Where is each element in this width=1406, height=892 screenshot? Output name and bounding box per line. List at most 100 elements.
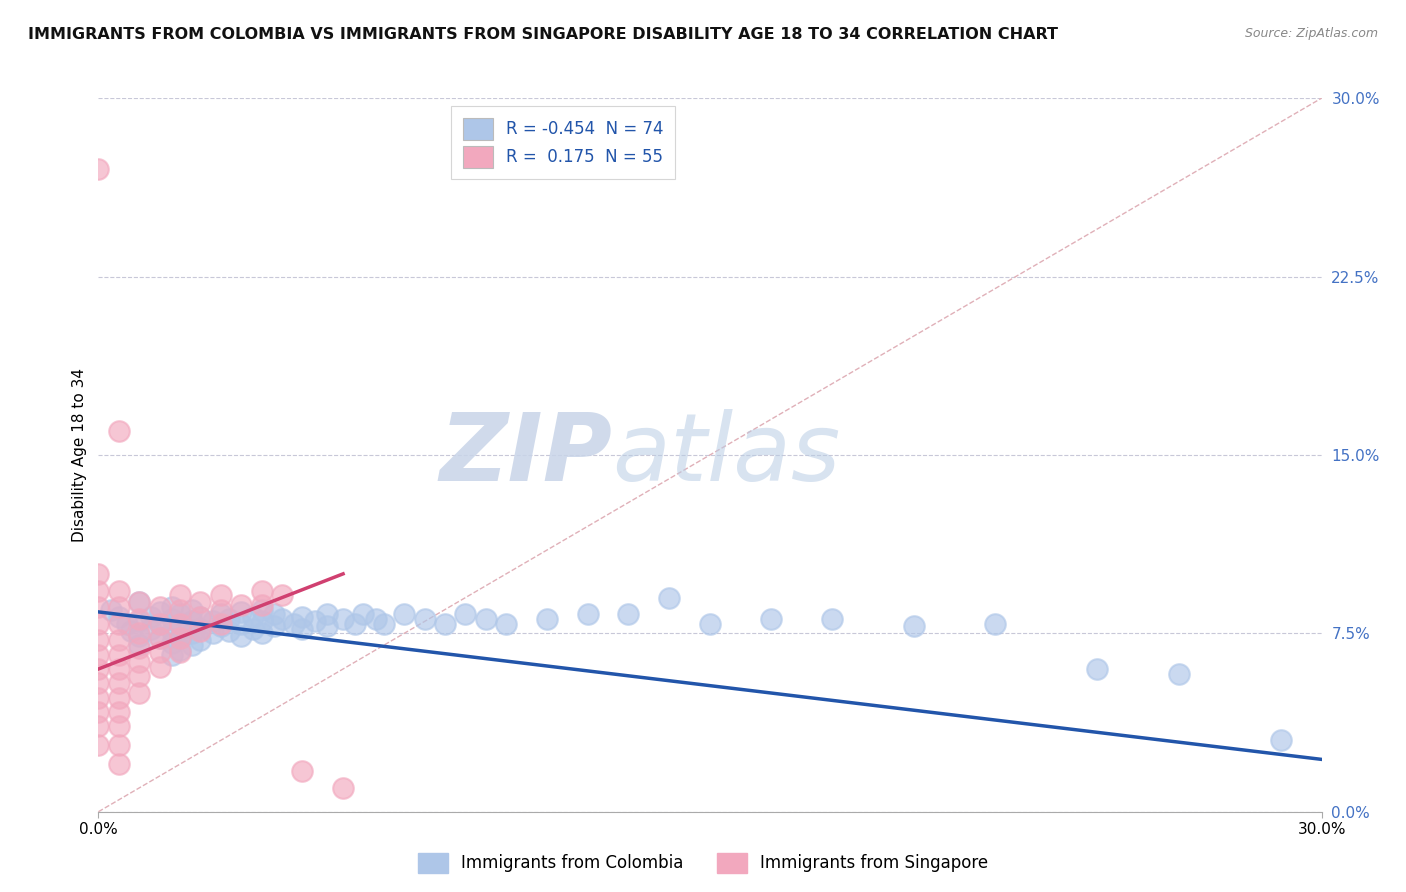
Point — [100, 602, 122, 616]
Point — [108, 583, 131, 598]
Text: IMMIGRANTS FROM COLOMBIA VS IMMIGRANTS FROM SINGAPORE DISABILITY AGE 18 TO 34 CO: IMMIGRANTS FROM COLOMBIA VS IMMIGRANTS F… — [28, 27, 1059, 42]
Point — [87, 162, 110, 177]
Point — [87, 705, 110, 719]
Point — [231, 629, 253, 643]
Point — [128, 615, 150, 629]
Point — [231, 616, 253, 631]
Point — [181, 615, 204, 629]
Point — [617, 607, 640, 622]
Point — [181, 602, 204, 616]
Point — [128, 669, 150, 683]
Point — [188, 609, 212, 624]
Point — [250, 602, 273, 616]
Point — [699, 616, 721, 631]
Point — [108, 616, 131, 631]
Point — [108, 705, 131, 719]
Point — [87, 676, 110, 690]
Point — [291, 764, 314, 779]
Point — [128, 612, 150, 626]
Point — [141, 609, 163, 624]
Point — [141, 622, 163, 636]
Point — [352, 607, 374, 622]
Point — [201, 626, 224, 640]
Point — [315, 619, 337, 633]
Text: atlas: atlas — [612, 409, 841, 500]
Point — [115, 616, 138, 631]
Point — [364, 612, 387, 626]
Point — [169, 645, 191, 659]
Point — [108, 738, 131, 752]
Point — [250, 615, 273, 629]
Point — [250, 626, 273, 640]
Point — [108, 690, 131, 705]
Point — [434, 616, 457, 631]
Point — [291, 622, 314, 636]
Point — [128, 595, 150, 609]
Point — [108, 662, 131, 676]
Point — [658, 591, 681, 605]
Point — [87, 690, 110, 705]
Point — [169, 602, 191, 616]
Legend: Immigrants from Colombia, Immigrants from Singapore: Immigrants from Colombia, Immigrants fro… — [411, 847, 995, 880]
Point — [209, 619, 232, 633]
Point — [87, 738, 110, 752]
Point — [242, 609, 264, 624]
Point — [169, 588, 191, 602]
Point — [128, 629, 150, 643]
Point — [149, 645, 172, 659]
Point — [209, 616, 232, 631]
Point — [169, 631, 191, 645]
Point — [160, 636, 183, 650]
Point — [231, 598, 253, 612]
Point — [270, 588, 294, 602]
Point — [454, 607, 477, 622]
Point — [128, 638, 150, 652]
Point — [128, 640, 150, 655]
Point — [218, 612, 240, 626]
Point — [120, 624, 142, 638]
Point — [149, 631, 172, 645]
Point — [87, 600, 110, 615]
Point — [218, 624, 240, 638]
Point — [108, 719, 131, 733]
Point — [128, 595, 150, 609]
Text: Source: ZipAtlas.com: Source: ZipAtlas.com — [1244, 27, 1378, 40]
Point — [201, 615, 224, 629]
Point — [160, 612, 183, 626]
Point — [128, 686, 150, 700]
Point — [87, 566, 110, 581]
Point — [263, 619, 285, 633]
Point — [495, 616, 517, 631]
Point — [108, 633, 131, 648]
Point — [332, 612, 354, 626]
Point — [270, 612, 294, 626]
Point — [108, 609, 131, 624]
Point — [169, 607, 191, 622]
Point — [149, 600, 172, 615]
Legend: R = -0.454  N = 74, R =  0.175  N = 55: R = -0.454 N = 74, R = 0.175 N = 55 — [451, 106, 675, 179]
Point — [373, 616, 395, 631]
Point — [315, 607, 337, 622]
Point — [761, 612, 783, 626]
Point — [160, 600, 183, 615]
Point — [304, 615, 326, 629]
Point — [209, 588, 232, 602]
Point — [128, 626, 150, 640]
Point — [209, 602, 232, 616]
Point — [188, 633, 212, 648]
Point — [263, 607, 285, 622]
Point — [87, 648, 110, 662]
Point — [181, 638, 204, 652]
Point — [250, 583, 273, 598]
Point — [169, 619, 191, 633]
Point — [87, 719, 110, 733]
Point — [108, 424, 131, 438]
Point — [536, 612, 558, 626]
Point — [87, 633, 110, 648]
Point — [128, 655, 150, 669]
Point — [209, 607, 232, 622]
Point — [821, 612, 844, 626]
Point — [984, 616, 1007, 631]
Point — [283, 616, 305, 631]
Point — [169, 616, 191, 631]
